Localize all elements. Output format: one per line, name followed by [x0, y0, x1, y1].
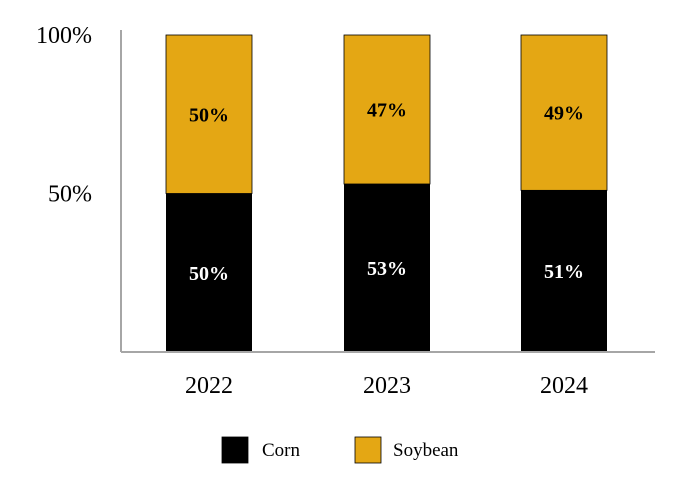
- data-label-soybean-2023: 47%: [367, 99, 407, 121]
- axes-layer: [120, 30, 655, 353]
- legend-swatch-corn: [221, 436, 249, 464]
- bar-soybean-2023: [343, 34, 431, 185]
- bar-soybean-2022: [165, 34, 253, 194]
- x-category-label-2024: 2024: [540, 373, 588, 399]
- y-tick-label-100: 100%: [36, 23, 92, 49]
- x-category-labels: 2022 2023 2024: [185, 373, 588, 399]
- data-labels-layer: 50% 50% 53% 47% 51% 49%: [189, 99, 584, 284]
- legend-label-soybean: Soybean: [393, 440, 459, 461]
- x-category-label-2023: 2023: [363, 373, 411, 399]
- data-label-soybean-2024: 49%: [544, 103, 584, 125]
- bar-corn-2022: [166, 193, 252, 352]
- y-tick-label-50: 50%: [48, 182, 92, 208]
- data-label-soybean-2022: 50%: [189, 104, 229, 126]
- data-label-corn-2023: 53%: [367, 258, 407, 280]
- data-label-corn-2022: 50%: [189, 263, 229, 285]
- x-category-label-2022: 2022: [185, 373, 233, 399]
- y-tick-labels: 50% 100%: [36, 23, 92, 208]
- data-label-corn-2024: 51%: [544, 261, 584, 283]
- bars-layer: [165, 34, 608, 352]
- bar-corn-2023: [344, 183, 430, 352]
- legend-label-corn: Corn: [262, 440, 301, 461]
- bar-soybean-2024: [520, 34, 608, 191]
- legend: Corn Soybean: [221, 436, 459, 464]
- bar-corn-2024: [521, 190, 607, 352]
- legend-swatch-soybean: [354, 436, 382, 464]
